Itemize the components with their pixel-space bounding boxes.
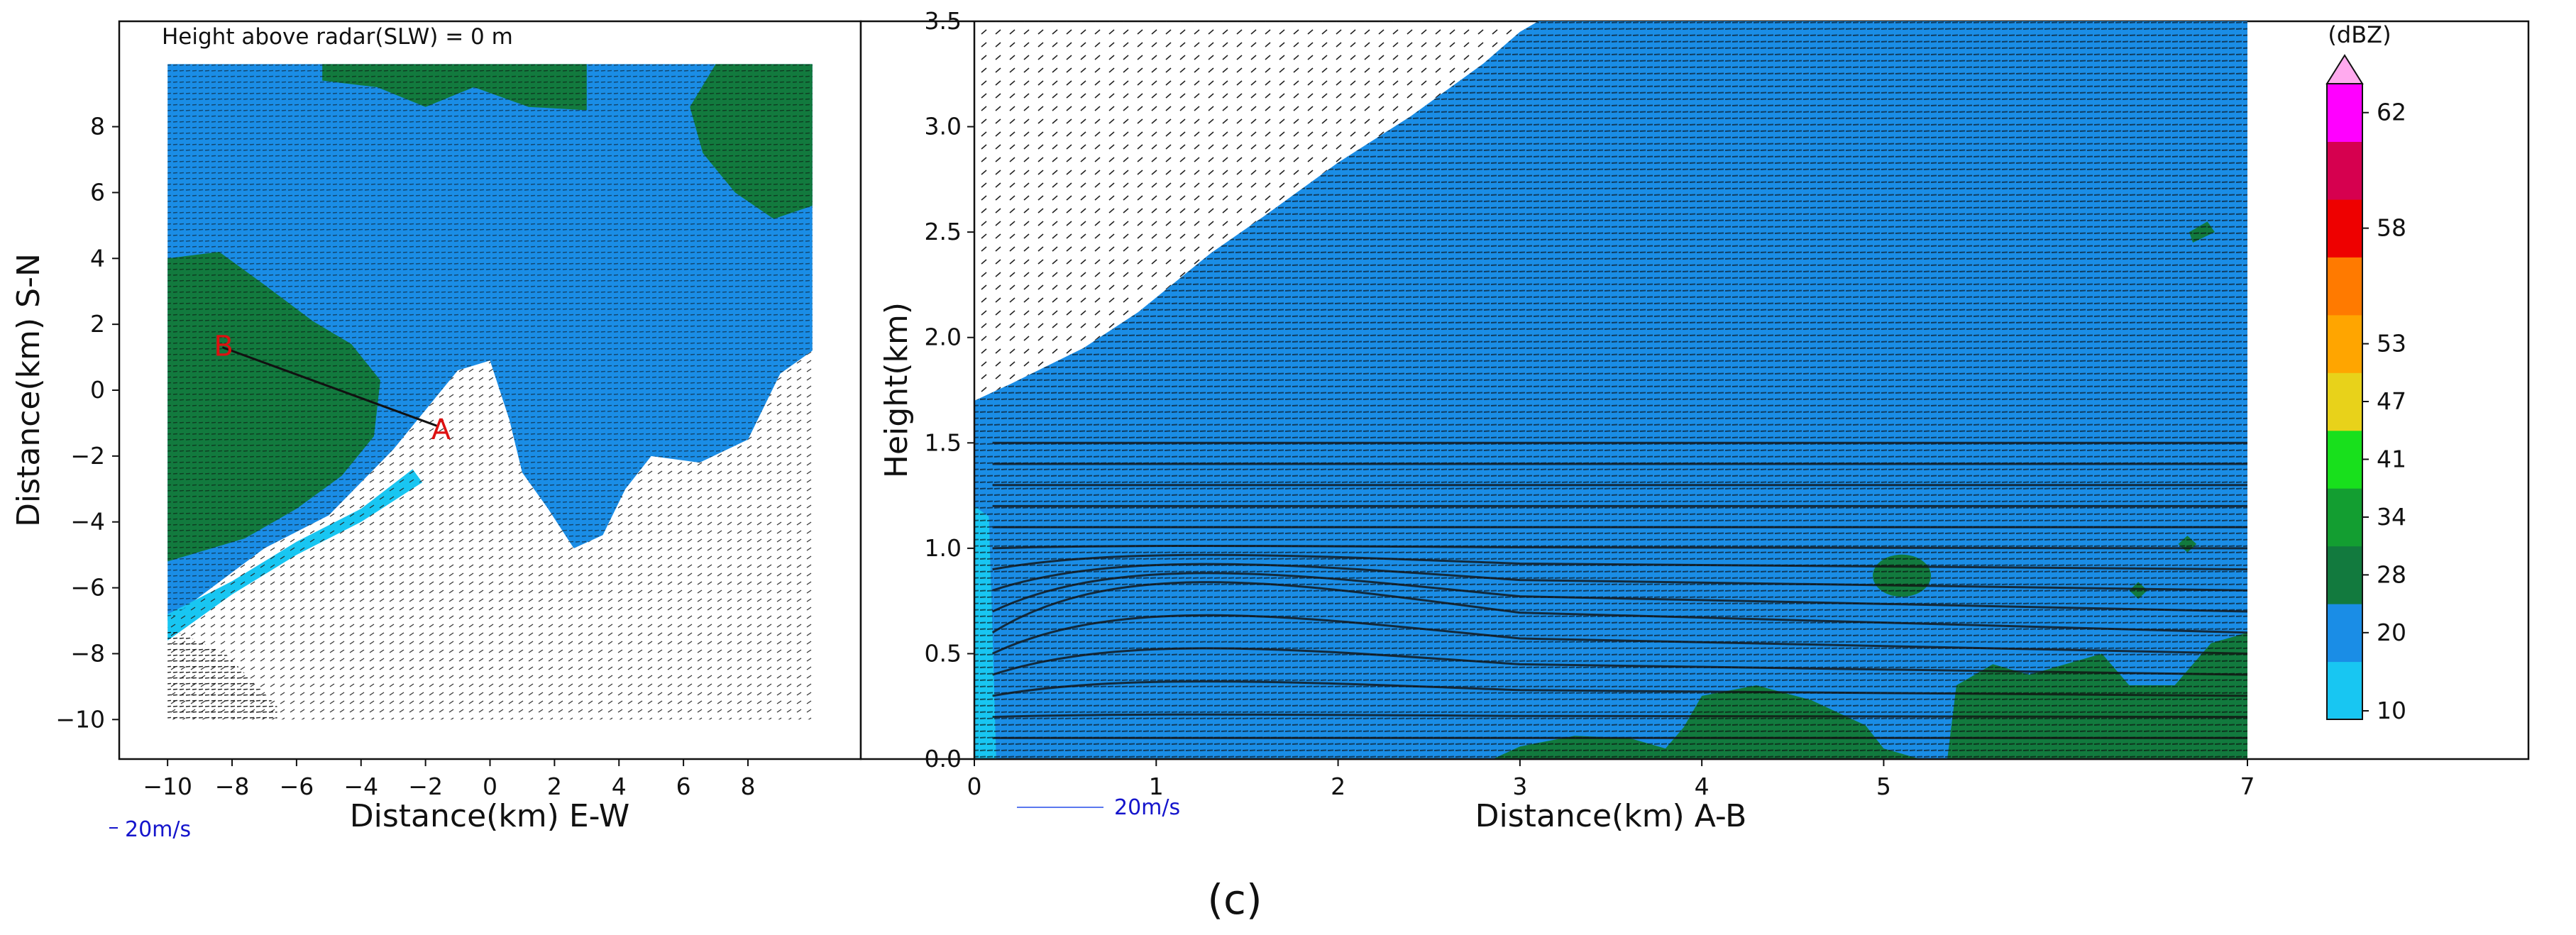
xs-x-tick-label: 0	[967, 773, 982, 800]
plan-x-tick-label: 4	[612, 773, 627, 800]
plan-view-x-axis-label: Distance(km) E-W	[350, 798, 629, 834]
wind-streak	[992, 680, 2247, 697]
plan-y-tick-label: 8	[90, 113, 105, 140]
plan-view-title: Height above radar(SLW) = 0 m	[162, 24, 513, 50]
plan-x-tick-label: 0	[483, 773, 497, 800]
colorbar-tick-label: 28	[2377, 560, 2406, 588]
colorbar-tick-label: 10	[2377, 697, 2406, 724]
plan-y-tick-label: −4	[70, 508, 105, 536]
plan-view-y-ticks: −10 −8 −6 −4 −2 0 2 4 6 8	[55, 113, 119, 733]
colorbar-tick-label: 62	[2377, 99, 2406, 126]
cross-section-wind-streaks	[991, 441, 2247, 739]
xs-x-tick-label: 2	[1331, 773, 1345, 800]
plan-x-tick-label: 8	[740, 773, 755, 800]
plan-y-tick-label: −6	[70, 574, 105, 602]
cross-section-x-axis-label: Distance(km) A-B	[1475, 798, 1747, 834]
colorbar-segment	[2327, 430, 2362, 489]
colorbar-segment	[2327, 257, 2362, 316]
wind-streak	[992, 647, 2247, 676]
section-point-a-label: A	[431, 414, 451, 446]
wind-streak	[992, 544, 2247, 550]
colorbar-tick-label: 20	[2377, 619, 2406, 646]
plan-x-tick-label: −6	[280, 773, 314, 800]
xs-x-tick-label: 1	[1149, 773, 1164, 800]
wind-streak	[991, 581, 2247, 634]
colorbar-unit-label: (dBZ)	[2328, 21, 2391, 48]
xs-x-tick-label: 5	[1876, 773, 1891, 800]
plan-x-tick-label: 6	[676, 773, 691, 800]
colorbar-tick-label: 41	[2377, 445, 2406, 472]
xs-y-tick-label: 2.0	[925, 323, 962, 351]
plan-view-reflectivity-field	[167, 64, 813, 720]
cross-section-wind-vectors	[974, 21, 2247, 759]
colorbar-segment	[2327, 546, 2362, 604]
colorbar-tick-label: 47	[2377, 387, 2406, 415]
cross-section-y-ticks: 0.0 0.5 1.0 1.5 2.0 2.5 3.0 3.5	[925, 7, 974, 773]
colorbar-segment	[2327, 661, 2362, 720]
xs-y-tick-label: 3.5	[925, 7, 962, 35]
cross-section-x-ticks: 0 1 2 3 4 5 7	[967, 759, 2255, 800]
section-point-b-label: B	[214, 331, 233, 363]
plan-y-tick-label: 4	[90, 244, 105, 272]
colorbar-tick-label: 34	[2377, 503, 2406, 531]
plan-y-tick-label: 0	[90, 376, 105, 404]
xs-y-tick-label: 3.0	[925, 113, 962, 140]
plan-view-y-axis-label: Distance(km) S-N	[11, 253, 47, 527]
xs-x-tick-label: 3	[1512, 773, 1527, 800]
colorbar-segments	[2326, 83, 2363, 720]
plan-x-tick-label: −10	[143, 773, 192, 800]
colorbar-extend-triangle	[2325, 54, 2364, 84]
colorbar-segment	[2327, 372, 2362, 431]
plan-y-tick-label: 6	[90, 178, 105, 206]
wind-streak	[992, 713, 2247, 719]
colorbar-segment	[2327, 314, 2362, 373]
cross-section-y-axis-label: Height(km)	[879, 302, 915, 478]
colorbar-ticks: 10 20 28 34 41 47 53 58 62	[2362, 99, 2406, 724]
plan-x-tick-label: 2	[547, 773, 562, 800]
plan-view-reference-vector-label: 20m/s	[125, 817, 191, 842]
plan-x-tick-label: −2	[408, 773, 443, 800]
plan-x-tick-label: −4	[343, 773, 378, 800]
colorbar-segment	[2327, 84, 2362, 142]
xs-y-tick-label: 0.5	[925, 639, 962, 667]
xs-x-tick-label: 7	[2240, 773, 2255, 800]
wind-streak	[991, 572, 2247, 613]
plan-y-tick-label: −2	[70, 442, 105, 470]
xs-y-tick-label: 0.0	[925, 745, 962, 773]
wind-streak	[992, 563, 2247, 592]
colorbar-segment	[2327, 141, 2362, 200]
wind-vectors-plan-clear	[167, 350, 813, 720]
colorbar-segment	[2327, 604, 2362, 663]
colorbar: 10 20 28 34 41 47 53 58 62 (dBZ)	[2325, 21, 2406, 724]
cross-section-line	[221, 346, 439, 428]
plan-view-panel: Height above radar(SLW) = 0 m A B −10 −8−…	[11, 20, 862, 842]
xs-x-tick-label: 4	[1695, 773, 1710, 800]
plan-y-tick-label: 2	[90, 310, 105, 338]
colorbar-tick-label: 58	[2377, 214, 2406, 242]
plan-y-tick-label: −10	[55, 705, 105, 733]
plan-y-tick-label: −8	[70, 639, 105, 667]
wind-streak	[991, 614, 2247, 655]
plan-view-x-ticks: −10 −8 −6 −4 −2 0 2 4 6 8	[143, 759, 755, 800]
colorbar-tick-label: 53	[2377, 330, 2406, 358]
cross-section-clear-vectors	[974, 21, 1539, 401]
figure-label: (c)	[1207, 875, 1262, 924]
wind-vectors-plan-dense	[167, 64, 813, 621]
xs-y-tick-label: 1.0	[925, 534, 962, 562]
colorbar-segment	[2327, 199, 2362, 258]
xs-y-tick-label: 2.5	[925, 218, 962, 245]
xs-y-tick-label: 1.5	[925, 428, 962, 456]
wind-vectors-plan-corner	[167, 627, 277, 720]
colorbar-segment	[2327, 488, 2362, 547]
cross-section-reference-vector-label: 20m/s	[1114, 795, 1180, 820]
plan-x-tick-label: −8	[215, 773, 250, 800]
wind-streak	[992, 553, 2247, 571]
